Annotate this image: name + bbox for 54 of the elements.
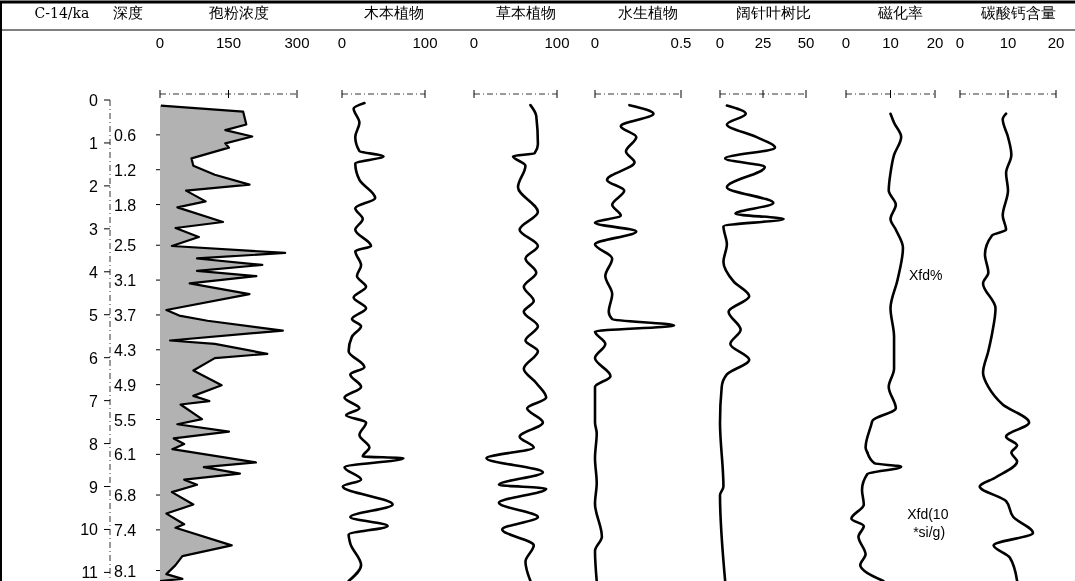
y-tick-label: 7 (89, 392, 99, 410)
y-tick-label: 5 (89, 306, 99, 324)
x-tick-label: 50 (797, 34, 815, 51)
chart-title: 阔针叶树比 (735, 4, 811, 22)
y2-tick-label: 8.1 (114, 562, 137, 580)
x-tick-label: 0 (590, 34, 600, 51)
chart-title: 水生植物 (618, 4, 678, 22)
x-tick-label: 25 (754, 34, 772, 51)
y2-tick-label: 6.8 (114, 487, 137, 505)
chart-title: 草本植物 (495, 4, 556, 22)
x-tick-label: 100 (544, 34, 570, 51)
x-tick-label: 0 (715, 34, 725, 51)
chart-title: 磁化率 (877, 4, 923, 22)
x-tick-label: 10 (882, 34, 899, 51)
y2-tick-label: 1.8 (114, 196, 137, 214)
y2-tick-label: 3.1 (114, 272, 137, 290)
y2-tick-label: 1.2 (114, 161, 137, 179)
x-tick-label: 20 (926, 34, 944, 51)
y2-tick-label: 6.1 (114, 446, 137, 464)
text: Xfd(10*si/g) (907, 505, 949, 540)
y-tick-label: 11 (81, 564, 99, 581)
series-label: Xfd% (908, 266, 943, 283)
x-tick-label: 300 (284, 34, 310, 51)
chart-title: 木本植物 (363, 4, 424, 22)
y-tick-label: 2 (89, 177, 99, 195)
y-tick-label: 8 (89, 435, 99, 453)
y2-tick-label: 3.7 (114, 306, 137, 324)
y-axis-title: C-14/ka (34, 5, 90, 21)
y2-axis-title: 深度 (113, 4, 143, 22)
chart-title: 碳酸钙含量 (979, 4, 1056, 22)
y-tick-label: 1 (89, 134, 99, 152)
x-tick-label: 20 (1047, 34, 1065, 51)
y2-tick-label: 7.4 (114, 521, 137, 539)
x-tick-label: 0 (955, 34, 965, 51)
y-tick-label: 4 (89, 263, 99, 281)
x-tick-label: 0 (337, 34, 347, 51)
y2-tick-label: 2.5 (114, 237, 137, 255)
x-tick-label: 0 (841, 34, 851, 51)
y2-tick-label: 4.9 (114, 376, 137, 394)
y2-tick-label: 5.5 (114, 411, 137, 429)
x-tick-label: 0.5 (670, 34, 692, 51)
x-tick-label: 0 (469, 34, 479, 51)
y-tick-label: 0 (89, 92, 99, 109)
y2-tick-label: 4.3 (114, 341, 137, 359)
x-tick-label: 100 (412, 34, 438, 51)
y-tick-label: 10 (80, 521, 99, 539)
x-tick-label: 150 (215, 34, 242, 51)
y-tick-label: 6 (89, 349, 99, 367)
y-tick-label: 9 (89, 478, 99, 496)
chart-title: 孢粉浓度 (208, 4, 269, 22)
y2-tick-label: 0.6 (114, 126, 137, 144)
x-tick-label: 10 (999, 34, 1017, 51)
x-tick-label: 0 (155, 34, 165, 51)
y-tick-label: 3 (89, 220, 99, 238)
